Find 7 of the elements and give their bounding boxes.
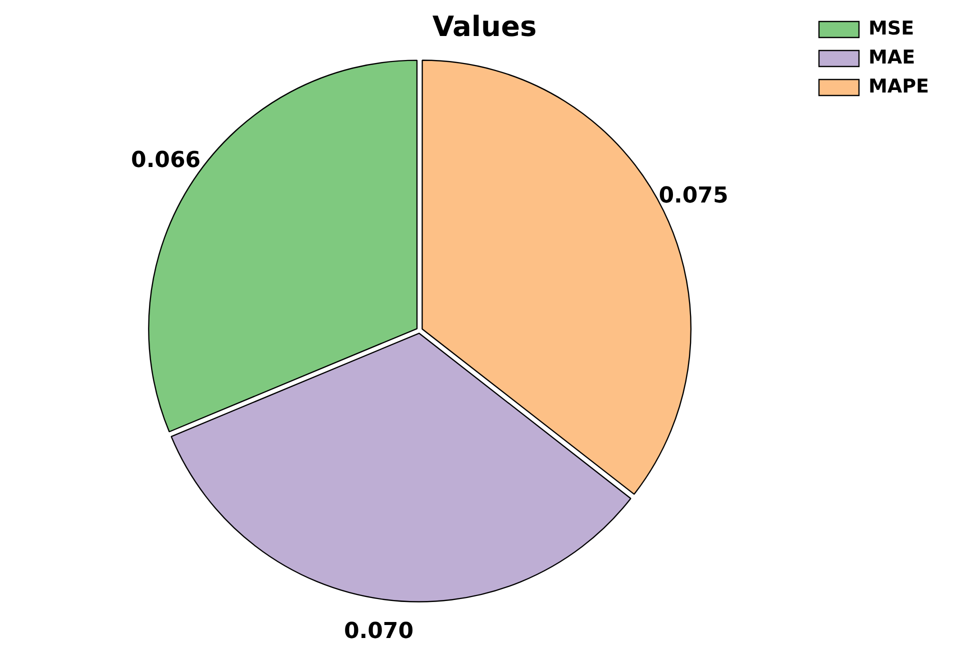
- chart-title: Values: [432, 10, 537, 44]
- legend-label: MAPE: [868, 75, 930, 98]
- data-label: 0.075: [658, 183, 728, 208]
- data-label: 0.070: [344, 619, 414, 644]
- legend-label: MAE: [868, 46, 916, 68]
- legend-label: MSE: [868, 17, 914, 40]
- data-label: 0.066: [131, 148, 201, 173]
